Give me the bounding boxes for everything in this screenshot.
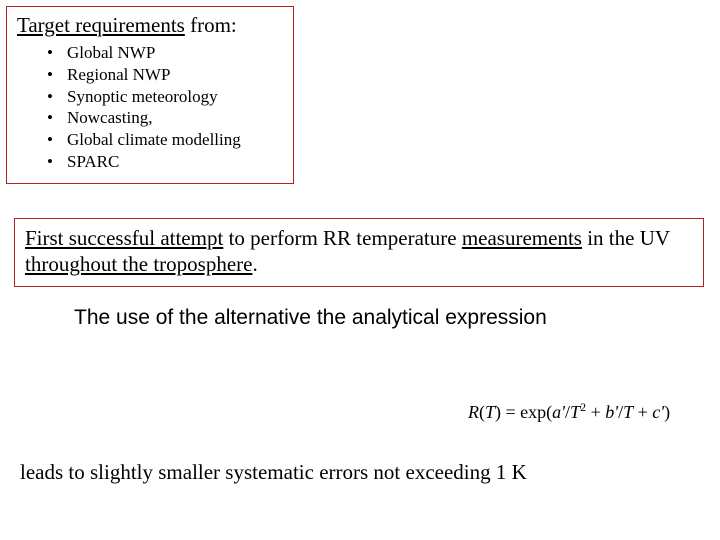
target-requirements-box: Target requirements from: Global NWP Reg… [6, 6, 294, 184]
list-item: Global NWP [17, 42, 283, 64]
phrase-underlined: First successful attempt [25, 226, 223, 250]
list-item: Synoptic meteorology [17, 86, 283, 108]
title-suffix: from: [185, 13, 237, 37]
phrase-underlined: throughout the troposphere [25, 252, 252, 276]
requirements-list: Global NWP Regional NWP Synoptic meteoro… [17, 42, 283, 173]
formula-a: a' [552, 402, 565, 422]
list-item: Regional NWP [17, 64, 283, 86]
formula-rparen: ) [664, 402, 670, 422]
list-item: Nowcasting, [17, 107, 283, 129]
formula-plus: + [586, 402, 605, 422]
list-item: SPARC [17, 151, 283, 173]
target-requirements-title: Target requirements from: [17, 13, 283, 38]
formula-T2: T [570, 402, 580, 422]
formula-T: T [485, 402, 495, 422]
phrase-text: to perform RR temperature [223, 226, 462, 250]
list-item: Global climate modelling [17, 129, 283, 151]
formula: R(T) = exp(a'/T2 + b'/T + c') [468, 400, 670, 423]
title-underlined: Target requirements [17, 13, 185, 37]
formula-close: ) = [495, 402, 520, 422]
phrase-text: . [252, 252, 257, 276]
formula-exp: exp [520, 402, 546, 422]
alternative-expression-line: The use of the alternative the analytica… [74, 306, 547, 330]
phrase-underlined: measurements [462, 226, 582, 250]
formula-T3: T [623, 402, 633, 422]
formula-R: R [468, 402, 479, 422]
first-attempt-box: First successful attempt to perform RR t… [14, 218, 704, 287]
formula-plus: + [633, 402, 652, 422]
formula-c: c' [652, 402, 664, 422]
phrase-text: in the UV [582, 226, 670, 250]
conclusion-line: leads to slightly smaller systematic err… [20, 460, 527, 485]
formula-b: b' [605, 402, 618, 422]
